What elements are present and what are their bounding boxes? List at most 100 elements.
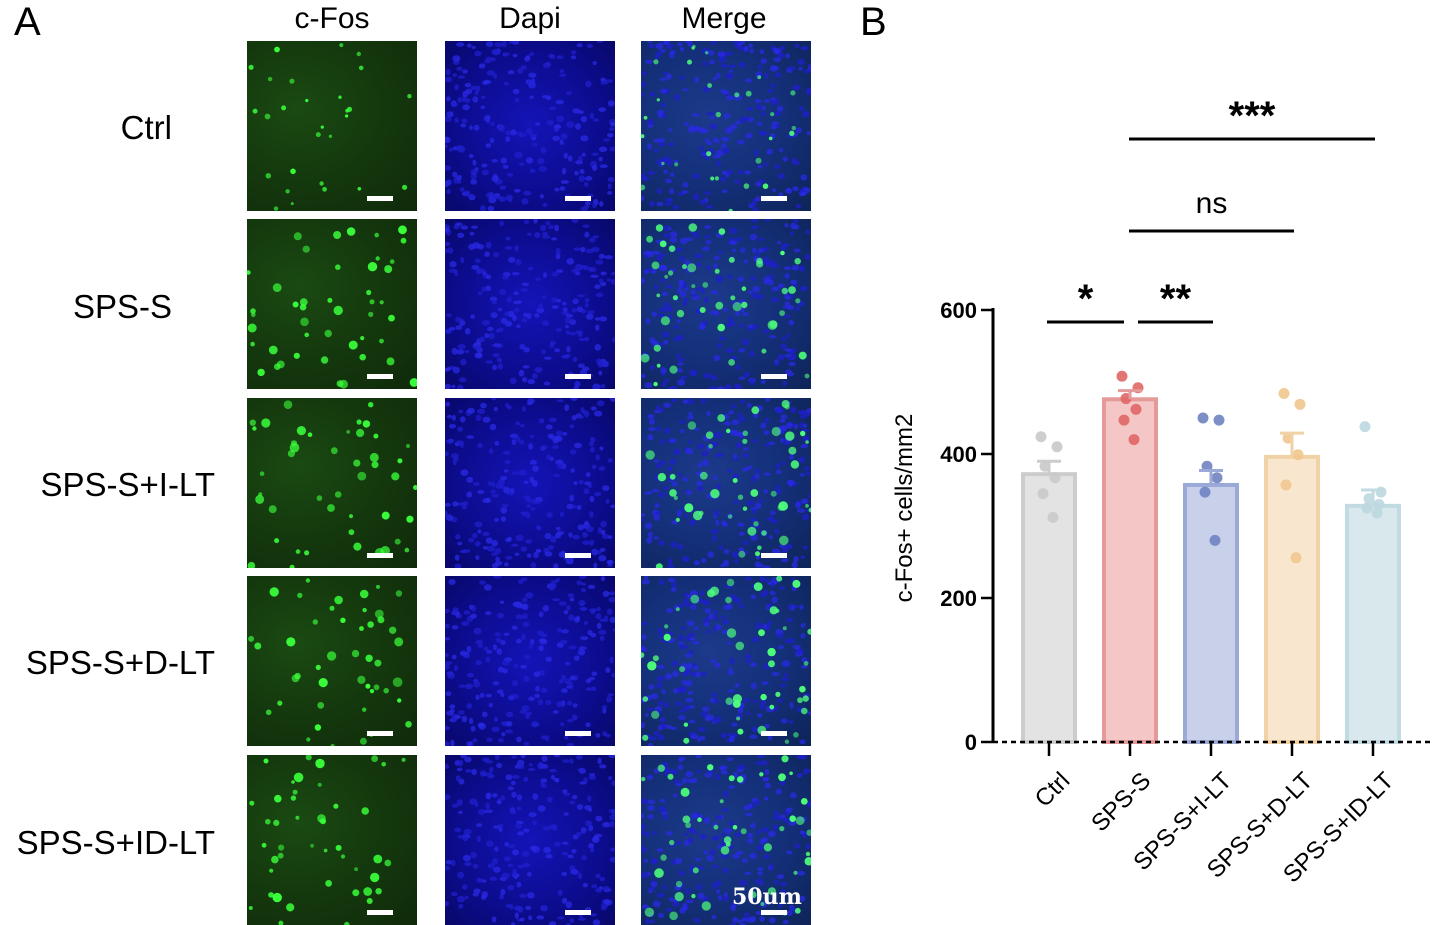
cfos-positive-dot: [290, 795, 297, 801]
nucleus-dot: [723, 604, 732, 611]
nucleus-dot: [459, 187, 465, 192]
nucleus-dot: [702, 706, 710, 712]
nucleus-dot: [452, 73, 457, 77]
nucleus-dot: [743, 805, 751, 811]
nucleus-dot: [684, 259, 691, 266]
cfos-positive-dot: [657, 473, 667, 482]
nucleus-dot: [497, 666, 505, 673]
nucleus-dot: [523, 347, 530, 353]
nucleus-dot: [695, 481, 704, 486]
nucleus-dot: [761, 379, 766, 385]
cfos-positive-dot: [789, 130, 795, 136]
cfos-positive-dot: [655, 563, 663, 568]
nucleus-dot: [646, 170, 655, 176]
nucleus-dot: [678, 870, 685, 876]
nucleus-dot: [515, 259, 522, 266]
nucleus-dot: [591, 884, 598, 889]
nucleus-dot: [706, 714, 714, 721]
nucleus-dot: [472, 482, 480, 486]
micrograph-merge-row-2: [641, 219, 811, 389]
nucleus-dot: [646, 805, 656, 811]
nucleus-dot: [793, 556, 799, 563]
nucleus-dot: [772, 706, 779, 712]
cfos-positive-dot: [715, 111, 721, 118]
nucleus-dot: [588, 676, 595, 681]
nucleus-dot: [646, 775, 653, 780]
nucleus-dot: [589, 441, 594, 447]
nucleus-dot: [648, 684, 655, 690]
nucleus-dot: [670, 172, 675, 178]
micrograph-dapi-row-5: [445, 755, 615, 925]
nucleus-dot: [545, 700, 552, 705]
nucleus-dot: [471, 768, 477, 776]
nucleus-dot: [676, 687, 685, 693]
nucleus-dot: [786, 807, 793, 813]
nucleus-dot: [500, 693, 505, 698]
cfos-positive-dot: [322, 186, 327, 192]
nucleus-dot: [795, 127, 802, 134]
cfos-positive-dot: [723, 836, 732, 844]
nucleus-dot: [689, 671, 697, 677]
nucleus-dot: [579, 169, 585, 174]
nucleus-dot: [678, 643, 683, 650]
nucleus-dot: [495, 556, 500, 562]
nucleus-dot: [797, 59, 805, 66]
nucleus-dot: [743, 46, 749, 52]
nucleus-dot: [764, 72, 769, 80]
nucleus-dot: [445, 653, 449, 657]
cfos-positive-dot: [781, 287, 788, 295]
cfos-positive-dot: [747, 526, 757, 536]
nucleus-dot: [723, 421, 732, 426]
nucleus-dot: [752, 247, 757, 253]
nucleus-dot: [785, 53, 790, 59]
nucleus-dot: [497, 479, 505, 486]
nucleus-dot: [538, 611, 544, 618]
nucleus-dot: [476, 408, 486, 415]
nucleus-dot: [773, 57, 782, 62]
nucleus-dot: [611, 780, 615, 787]
nucleus-dot: [641, 831, 647, 835]
nucleus-dot: [598, 466, 606, 471]
nucleus-dot: [504, 246, 513, 250]
nucleus-dot: [492, 681, 500, 686]
nucleus-dot: [756, 755, 765, 759]
cfos-positive-dot: [404, 547, 410, 553]
nucleus-dot: [479, 336, 485, 343]
nucleus-dot: [713, 609, 718, 616]
nucleus-dot: [641, 513, 646, 517]
cfos-positive-dot: [784, 739, 790, 744]
cfos-positive-dot: [734, 92, 740, 98]
nucleus-dot: [509, 377, 517, 384]
cfos-positive-dot: [365, 683, 371, 689]
nucleus-dot: [676, 510, 683, 517]
nucleus-dot: [534, 367, 543, 373]
nucleus-dot: [607, 133, 614, 138]
nucleus-dot: [703, 622, 709, 627]
nucleus-dot: [784, 223, 789, 228]
nucleus-dot: [574, 381, 581, 388]
nucleus-dot: [786, 850, 793, 855]
nucleus-dot: [580, 206, 589, 211]
nucleus-dot: [760, 760, 768, 766]
nucleus-dot: [664, 202, 672, 206]
nucleus-dot: [458, 710, 465, 715]
nucleus-dot: [648, 418, 656, 425]
cfos-positive-dot: [348, 340, 358, 350]
cfos-positive-dot: [798, 351, 807, 360]
nucleus-dot: [446, 96, 451, 102]
nucleus-dot: [505, 556, 513, 560]
nucleus-dot: [481, 169, 489, 176]
nucleus-dot: [665, 831, 673, 836]
cfos-positive-dot: [370, 872, 380, 883]
cfos-positive-dot: [289, 564, 295, 568]
nucleus-dot: [771, 286, 780, 292]
nucleus-dot: [470, 225, 479, 229]
nucleus-dot: [734, 120, 742, 125]
nucleus-dot: [545, 853, 553, 859]
nucleus-dot: [641, 277, 645, 284]
cfos-positive-dot: [346, 227, 356, 236]
nucleus-dot: [742, 447, 749, 451]
nucleus-dot: [655, 405, 661, 410]
nucleus-dot: [795, 204, 802, 209]
nucleus-dot: [445, 241, 451, 247]
